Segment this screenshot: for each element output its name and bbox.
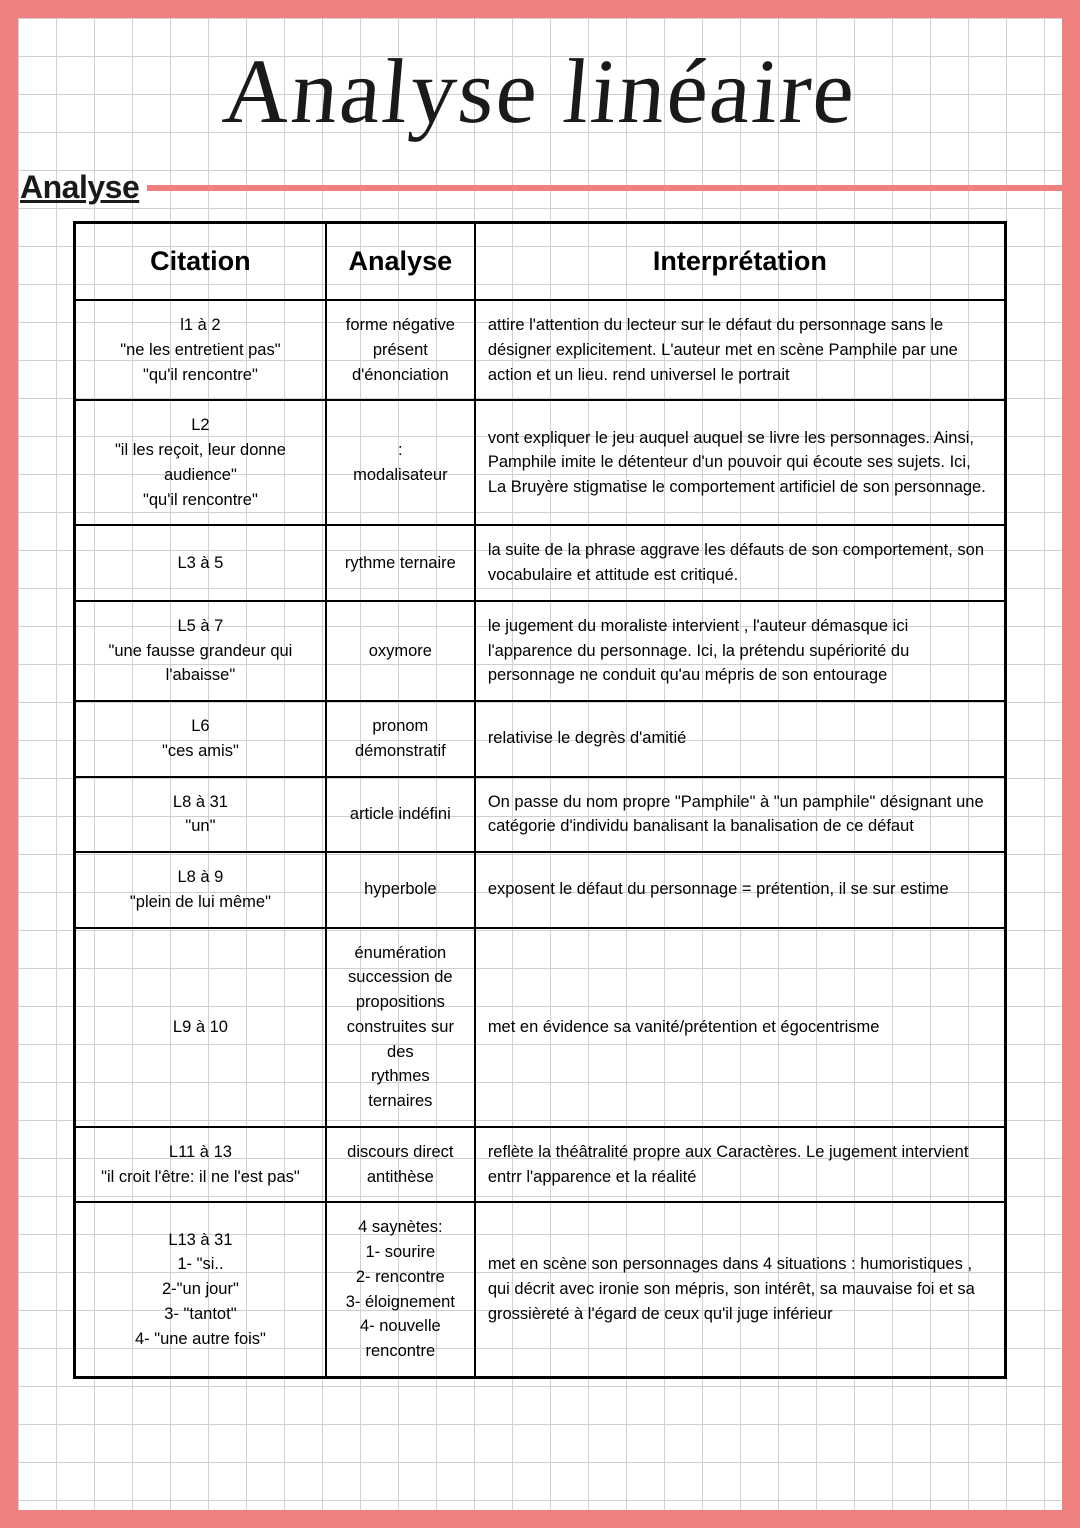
page: Analyse linéaire Analyse Citation Analys… — [18, 18, 1062, 1510]
col-header-interpretation: Interprétation — [475, 223, 1006, 301]
analyse-line: présent d'énonciation — [337, 338, 464, 388]
citation-line: 2-"un jour" — [86, 1277, 315, 1302]
analyse-line: article indéfini — [337, 802, 464, 827]
cell-analyse: pronom démonstratif — [326, 701, 475, 777]
cell-citation: L3 à 5 — [75, 525, 326, 601]
table-header-row: Citation Analyse Interprétation — [75, 223, 1006, 301]
citation-line: L8 à 31 — [86, 790, 315, 815]
page-title: Analyse linéaire — [13, 38, 1066, 144]
cell-citation: L13 à 311- "si..2-"un jour"3- "tantot"4-… — [75, 1202, 326, 1377]
cell-citation: L8 à 9"plein de lui même" — [75, 852, 326, 928]
analyse-line: rythmes ternaires — [337, 1064, 464, 1114]
analyse-line: énumération — [337, 941, 464, 966]
citation-line: "il croit l'être: il ne l'est pas" — [86, 1165, 315, 1190]
table-row: L9 à 10 énumérationsuccession de proposit… — [75, 928, 1006, 1127]
table-container: Citation Analyse Interprétation l1 à 2"n… — [18, 221, 1062, 1379]
cell-interpretation: attire l'attention du lecteur sur le déf… — [475, 300, 1006, 400]
cell-citation: L8 à 31"un" — [75, 777, 326, 853]
table-row: L3 à 5 rythme ternaire la suite de la phra… — [75, 525, 1006, 601]
citation-line: "plein de lui même" — [86, 890, 315, 915]
analyse-line: antithèse — [337, 1165, 464, 1190]
cell-analyse: discours directantithèse — [326, 1127, 475, 1203]
cell-interpretation: exposent le défaut du personnage = préte… — [475, 852, 1006, 928]
analyse-line: 4 saynètes: — [337, 1215, 464, 1240]
citation-line: L6 — [86, 714, 315, 739]
citation-line: L9 à 10 — [86, 1015, 315, 1040]
cell-interpretation: On passe du nom propre "Pamphile" à "un … — [475, 777, 1006, 853]
citation-line: "ne les entretient pas" — [86, 338, 315, 363]
table-row: L6"ces amis"pronom démonstratifrelativis… — [75, 701, 1006, 777]
analyse-line: construites sur des — [337, 1015, 464, 1065]
analyse-line: forme négative — [337, 313, 464, 338]
citation-line: "il les reçoit, leur donne audience" — [86, 438, 315, 488]
citation-line: L13 à 31 — [86, 1228, 315, 1253]
table-row: L13 à 311- "si..2-"un jour"3- "tantot"4-… — [75, 1202, 1006, 1377]
analyse-line: : — [337, 438, 464, 463]
table-row: L8 à 31"un" article indéfini On passe du n… — [75, 777, 1006, 853]
analyse-line: pronom démonstratif — [337, 714, 464, 764]
citation-line: L3 à 5 — [86, 551, 315, 576]
cell-interpretation: relativise le degrès d'amitié — [475, 701, 1006, 777]
table-row: L2"il les reçoit, leur donne audience""q… — [75, 400, 1006, 525]
analyse-line: oxymore — [337, 639, 464, 664]
cell-citation: L9 à 10 — [75, 928, 326, 1127]
cell-citation: L2"il les reçoit, leur donne audience""q… — [75, 400, 326, 525]
citation-line: L5 à 7 — [86, 614, 315, 639]
citation-line: "une fausse grandeur qui l'abaisse" — [86, 639, 315, 689]
cell-analyse: article indéfini — [326, 777, 475, 853]
cell-interpretation: le jugement du moraliste intervient , l'… — [475, 601, 1006, 701]
analyse-line: hyperbole — [337, 877, 464, 902]
citation-line: l1 à 2 — [86, 313, 315, 338]
col-header-analyse: Analyse — [326, 223, 475, 301]
cell-analyse: rythme ternaire — [326, 525, 475, 601]
section-header: Analyse — [18, 169, 1062, 206]
section-label: Analyse — [18, 169, 139, 206]
cell-citation: L6"ces amis" — [75, 701, 326, 777]
citation-line: "qu'il rencontre" — [86, 488, 315, 513]
citation-line: L8 à 9 — [86, 865, 315, 890]
cell-analyse: hyperbole — [326, 852, 475, 928]
table-row: L11 à 13"il croit l'être: il ne l'est pa… — [75, 1127, 1006, 1203]
table-row: l1 à 2"ne les entretient pas""qu'il renc… — [75, 300, 1006, 400]
cell-interpretation: vont expliquer le jeu auquel auquel se l… — [475, 400, 1006, 525]
analyse-line: 1- sourire — [337, 1240, 464, 1265]
cell-analyse: 4 saynètes:1- sourire2- rencontre3- éloi… — [326, 1202, 475, 1377]
table-row: L5 à 7"une fausse grandeur qui l'abaisse… — [75, 601, 1006, 701]
citation-line: 1- "si.. — [86, 1252, 315, 1277]
cell-citation: l1 à 2"ne les entretient pas""qu'il renc… — [75, 300, 326, 400]
cell-interpretation: la suite de la phrase aggrave les défaut… — [475, 525, 1006, 601]
cell-analyse: forme négativeprésent d'énonciation — [326, 300, 475, 400]
citation-line: "ces amis" — [86, 739, 315, 764]
analyse-line: discours direct — [337, 1140, 464, 1165]
section-rule — [147, 185, 1062, 191]
analyse-line: succession de propositions — [337, 965, 464, 1015]
analysis-table: Citation Analyse Interprétation l1 à 2"n… — [73, 221, 1007, 1379]
citation-line: 4- "une autre fois" — [86, 1327, 315, 1352]
analyse-line: 4- nouvelle rencontre — [337, 1314, 464, 1364]
cell-analyse: oxymore — [326, 601, 475, 701]
col-header-citation: Citation — [75, 223, 326, 301]
table-row: L8 à 9"plein de lui même" hyperbole expose… — [75, 852, 1006, 928]
cell-interpretation: met en scène son personnages dans 4 situ… — [475, 1202, 1006, 1377]
cell-analyse: énumérationsuccession de propositionscon… — [326, 928, 475, 1127]
analyse-line: 3- éloignement — [337, 1290, 464, 1315]
cell-interpretation: reflète la théâtralité propre aux Caract… — [475, 1127, 1006, 1203]
cell-analyse: :modalisateur — [326, 400, 475, 525]
citation-line: 3- "tantot" — [86, 1302, 315, 1327]
cell-citation: L11 à 13"il croit l'être: il ne l'est pa… — [75, 1127, 326, 1203]
cell-interpretation: met en évidence sa vanité/prétention et … — [475, 928, 1006, 1127]
citation-line: L11 à 13 — [86, 1140, 315, 1165]
analyse-line: modalisateur — [337, 463, 464, 488]
citation-line: "qu'il rencontre" — [86, 363, 315, 388]
citation-line: "un" — [86, 814, 315, 839]
citation-line: L2 — [86, 413, 315, 438]
analyse-line: rythme ternaire — [337, 551, 464, 576]
cell-citation: L5 à 7"une fausse grandeur qui l'abaisse… — [75, 601, 326, 701]
analyse-line: 2- rencontre — [337, 1265, 464, 1290]
